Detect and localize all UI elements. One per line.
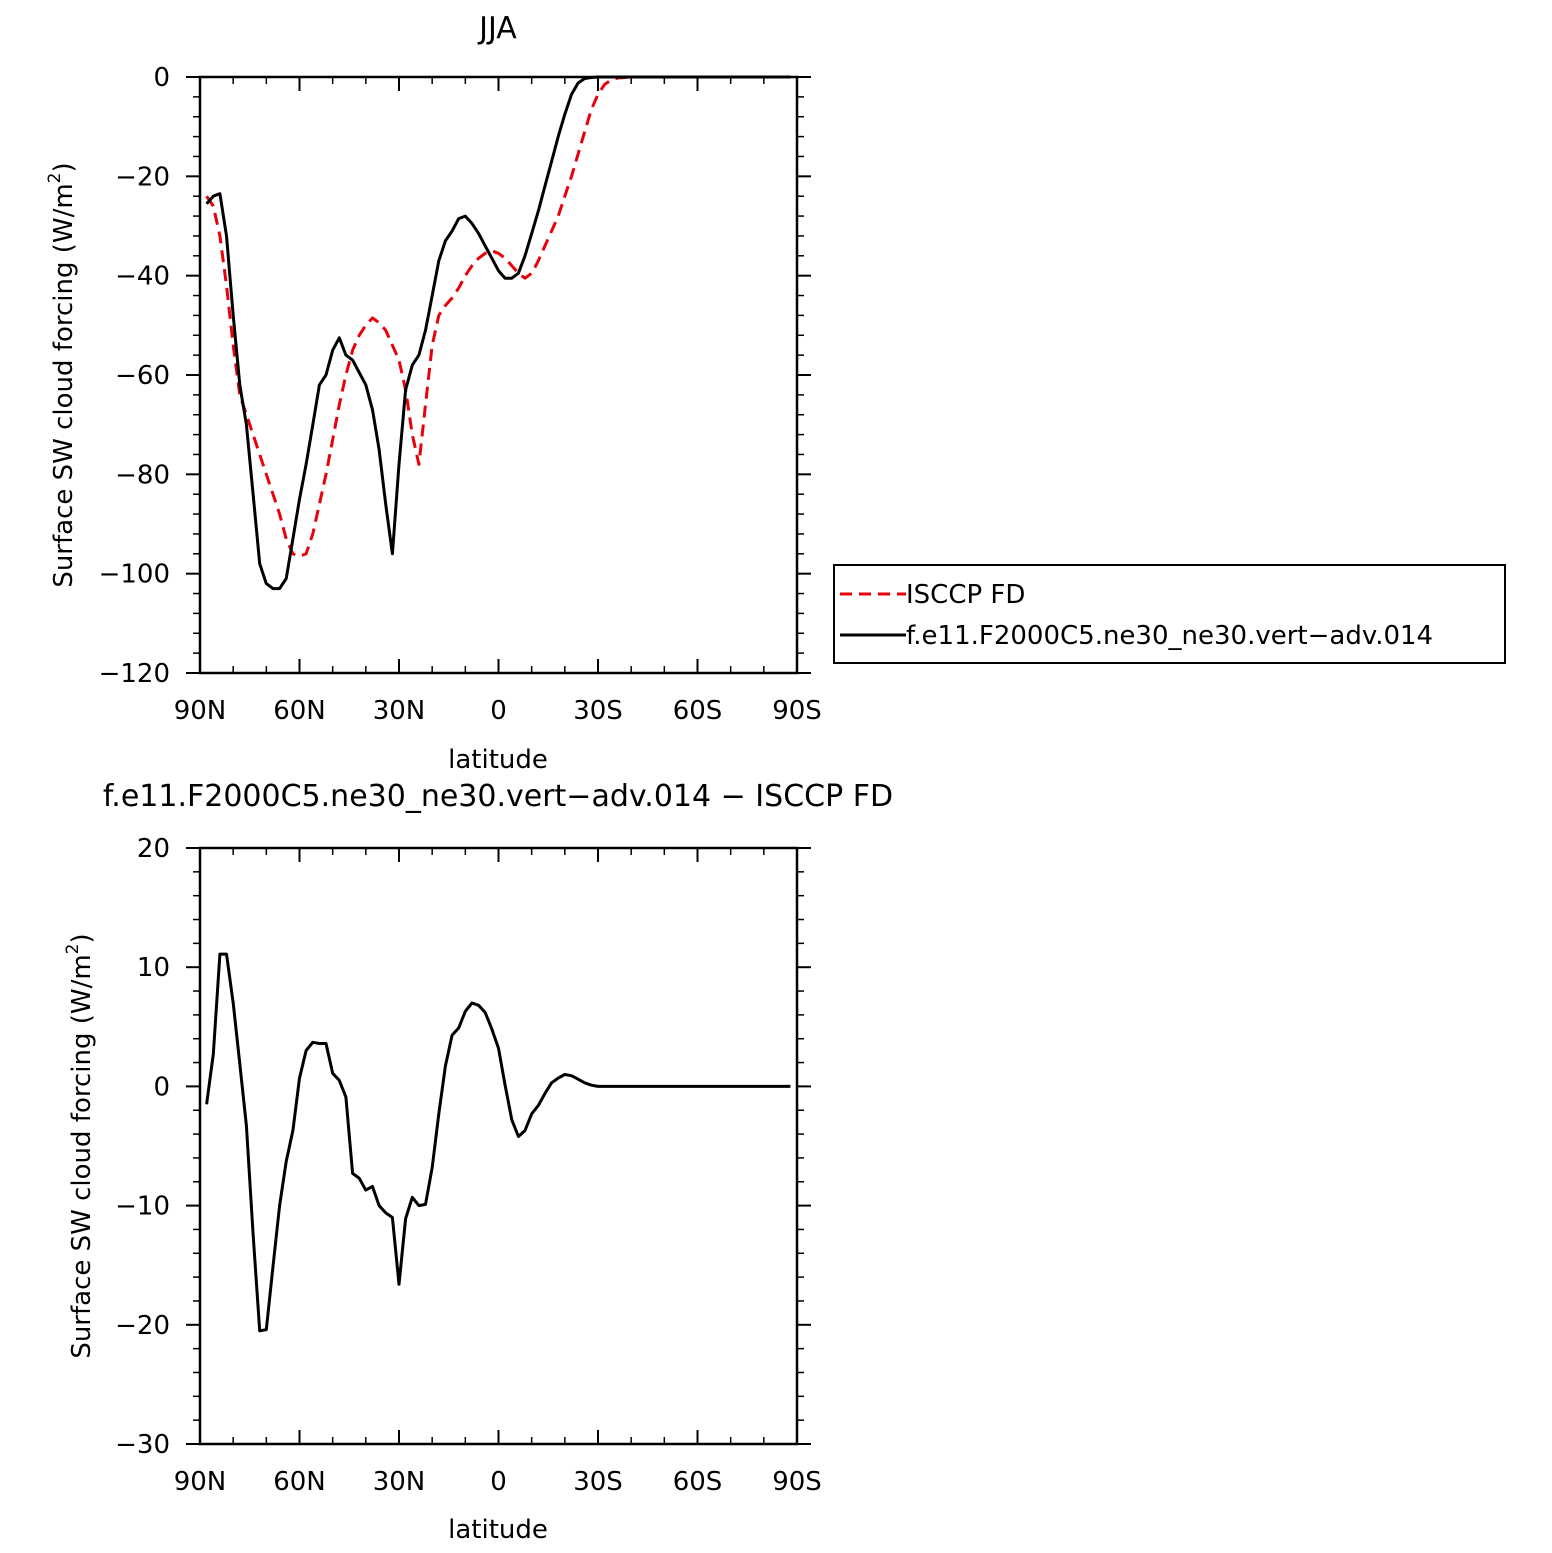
y-tick-label: 10: [137, 953, 170, 983]
y-tick-label: −80: [115, 460, 170, 490]
bottom-series-lines: [205, 952, 791, 1333]
bottom-axis-ticks: 90N 60N 30N 0 30S 60S 90S 20 10 0 −10 −20 −30: [115, 834, 822, 1497]
bottom-x-axis-title: latitude: [448, 1515, 548, 1545]
y-tick-label: −20: [115, 1311, 170, 1341]
x-tick-label: 30N: [373, 1467, 426, 1497]
top-y-axis-title: Surface SW cloud forcing (W/m2): [45, 162, 79, 587]
legend-label-model: f.e11.F2000C5.ne30_ne30.vert−adv.014: [906, 621, 1433, 651]
x-tick-label: 90N: [174, 696, 227, 726]
top-series-lines: [205, 75, 791, 591]
bottom-panel: f.e11.F2000C5.ne30_ne30.vert−adv.014 − I…: [63, 779, 893, 1545]
top-x-axis-title: latitude: [448, 745, 548, 775]
y-tick-label: 0: [153, 1072, 170, 1102]
x-tick-label: 30S: [573, 696, 623, 726]
x-tick-label: 0: [490, 696, 507, 726]
bottom-y-axis-title: Surface SW cloud forcing (W/m2): [63, 933, 97, 1358]
x-tick-label: 60S: [673, 1467, 723, 1497]
y-tick-label: −30: [115, 1430, 170, 1460]
top-plot-frame: [198, 75, 799, 675]
y-tick-label: −60: [115, 361, 170, 391]
x-tick-label: 90S: [772, 696, 822, 726]
y-tick-label: −100: [99, 560, 170, 590]
x-tick-label: 90N: [174, 1467, 227, 1497]
y-tick-label: 0: [153, 63, 170, 93]
x-tick-label: 60S: [673, 696, 723, 726]
legend-box: [833, 564, 1506, 664]
top-chart-title: JJA: [477, 11, 517, 46]
bottom-chart-title: f.e11.F2000C5.ne30_ne30.vert−adv.014 − I…: [103, 779, 893, 814]
x-tick-label: 30S: [573, 1467, 623, 1497]
x-tick-label: 0: [490, 1467, 507, 1497]
legend-label-isccp: ISCCP FD: [906, 580, 1025, 610]
y-tick-label: −10: [115, 1192, 170, 1222]
x-tick-label: 30N: [373, 696, 426, 726]
bottom-series-line-0: [205, 952, 791, 1333]
x-tick-label: 90S: [772, 1467, 822, 1497]
y-tick-label: −20: [115, 162, 170, 192]
top-series-line-0: [205, 75, 791, 558]
legend: ISCCP FD f.e11.F2000C5.ne30_ne30.vert−ad…: [833, 564, 1506, 664]
top-panel: JJA 90N 60N 30N 0 30S 60S 90S 0 −20 −40 −60 −80 −100…: [45, 11, 822, 775]
y-tick-label: −40: [115, 262, 170, 292]
y-tick-label: 20: [137, 834, 170, 864]
x-tick-label: 60N: [273, 696, 326, 726]
top-axis-ticks: 90N 60N 30N 0 30S 60S 90S 0 −20 −40 −60 −80 −100 −120: [99, 63, 822, 726]
y-tick-label: −120: [99, 659, 170, 689]
x-tick-label: 60N: [273, 1467, 326, 1497]
top-series-line-1: [205, 75, 791, 591]
